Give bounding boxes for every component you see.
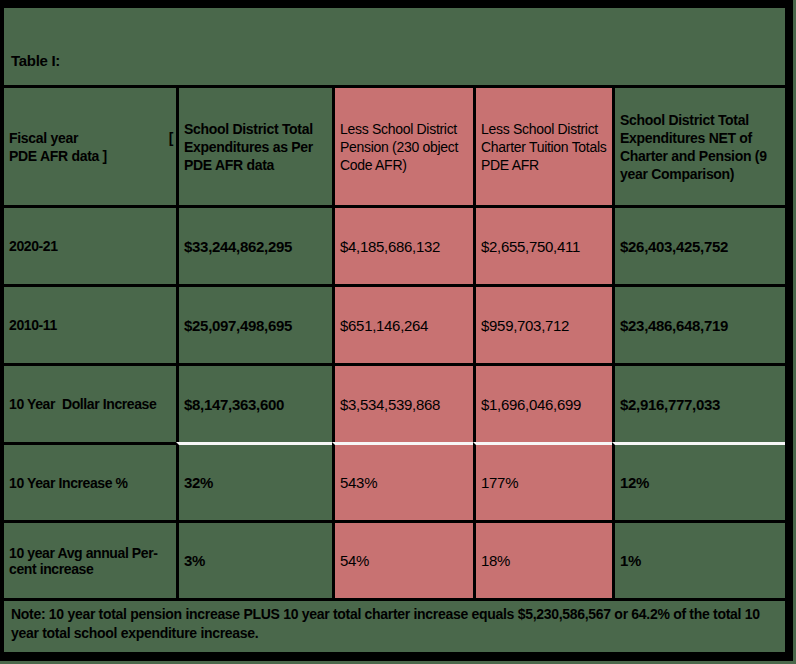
table-note: Note: 10 year total pension increase PLU… — [4, 598, 785, 652]
cell-increase-pct-charter: 177% — [473, 442, 612, 520]
cell-dollar-increase-total: $8,147,363,600 — [176, 363, 332, 442]
table-i-figure: Table I: Nine Year School District Expen… — [0, 0, 796, 664]
cell-increase-pct-net: 12% — [612, 442, 785, 520]
cell-2010-11-net: $23,486,648,719 — [612, 284, 785, 363]
cell-increase-pct-total: 32% — [176, 442, 332, 520]
cell-avg-annual-pct-charter: 18% — [473, 520, 612, 598]
header-open-bracket: [ — [169, 129, 173, 147]
cell-2020-21-charter: $2,655,750,411 — [473, 205, 612, 284]
header-fiscal-year-label2: PDE AFR data ] — [9, 147, 173, 165]
cell-dollar-increase-pension: $3,534,539,868 — [332, 363, 473, 442]
table-frame: Table I: Nine Year School District Expen… — [0, 0, 793, 661]
cell-dollar-increase-net: $2,916,777,033 — [612, 363, 785, 442]
header-pension: Less School District Pension (230 object… — [332, 85, 473, 205]
data-table: Fiscal year [ PDE AFR data ] School Dist… — [4, 85, 785, 652]
cell-2020-21-pension: $4,185,686,132 — [332, 205, 473, 284]
header-fiscal-year-label: Fiscal year — [9, 129, 78, 147]
header-fiscal-year: Fiscal year [ PDE AFR data ] — [4, 85, 176, 205]
cell-2020-21-net: $26,403,425,752 — [612, 205, 785, 284]
table-title: Table I: Nine Year School District Expen… — [4, 8, 785, 85]
title-line-1: Table I: — [11, 51, 779, 70]
header-total-expenditures: School District Total Expenditures as Pe… — [176, 85, 332, 205]
row-label-2020-21: 2020-21 — [4, 205, 176, 284]
header-net-expenditures: School District Total Expenditures NET o… — [612, 85, 785, 205]
cell-avg-annual-pct-total: 3% — [176, 520, 332, 598]
cell-2010-11-total: $25,097,498,695 — [176, 284, 332, 363]
row-label-avg-annual-pct: 10 year Avg annual Per-cent increase — [4, 520, 176, 598]
cell-2010-11-pension: $651,146,264 — [332, 284, 473, 363]
row-label-dollar-increase: 10 Year Dollar Increase — [4, 363, 176, 442]
cell-avg-annual-pct-pension: 54% — [332, 520, 473, 598]
row-label-2010-11: 2010-11 — [4, 284, 176, 363]
cell-2010-11-charter: $959,703,712 — [473, 284, 612, 363]
cell-dollar-increase-charter: $1,696,046,699 — [473, 363, 612, 442]
header-charter-tuition: Less School District Charter Tuition Tot… — [473, 85, 612, 205]
cell-increase-pct-pension: 543% — [332, 442, 473, 520]
cell-2020-21-total: $33,244,862,295 — [176, 205, 332, 284]
row-label-increase-pct: 10 Year Increase % — [4, 442, 176, 520]
cell-avg-annual-pct-net: 1% — [612, 520, 785, 598]
